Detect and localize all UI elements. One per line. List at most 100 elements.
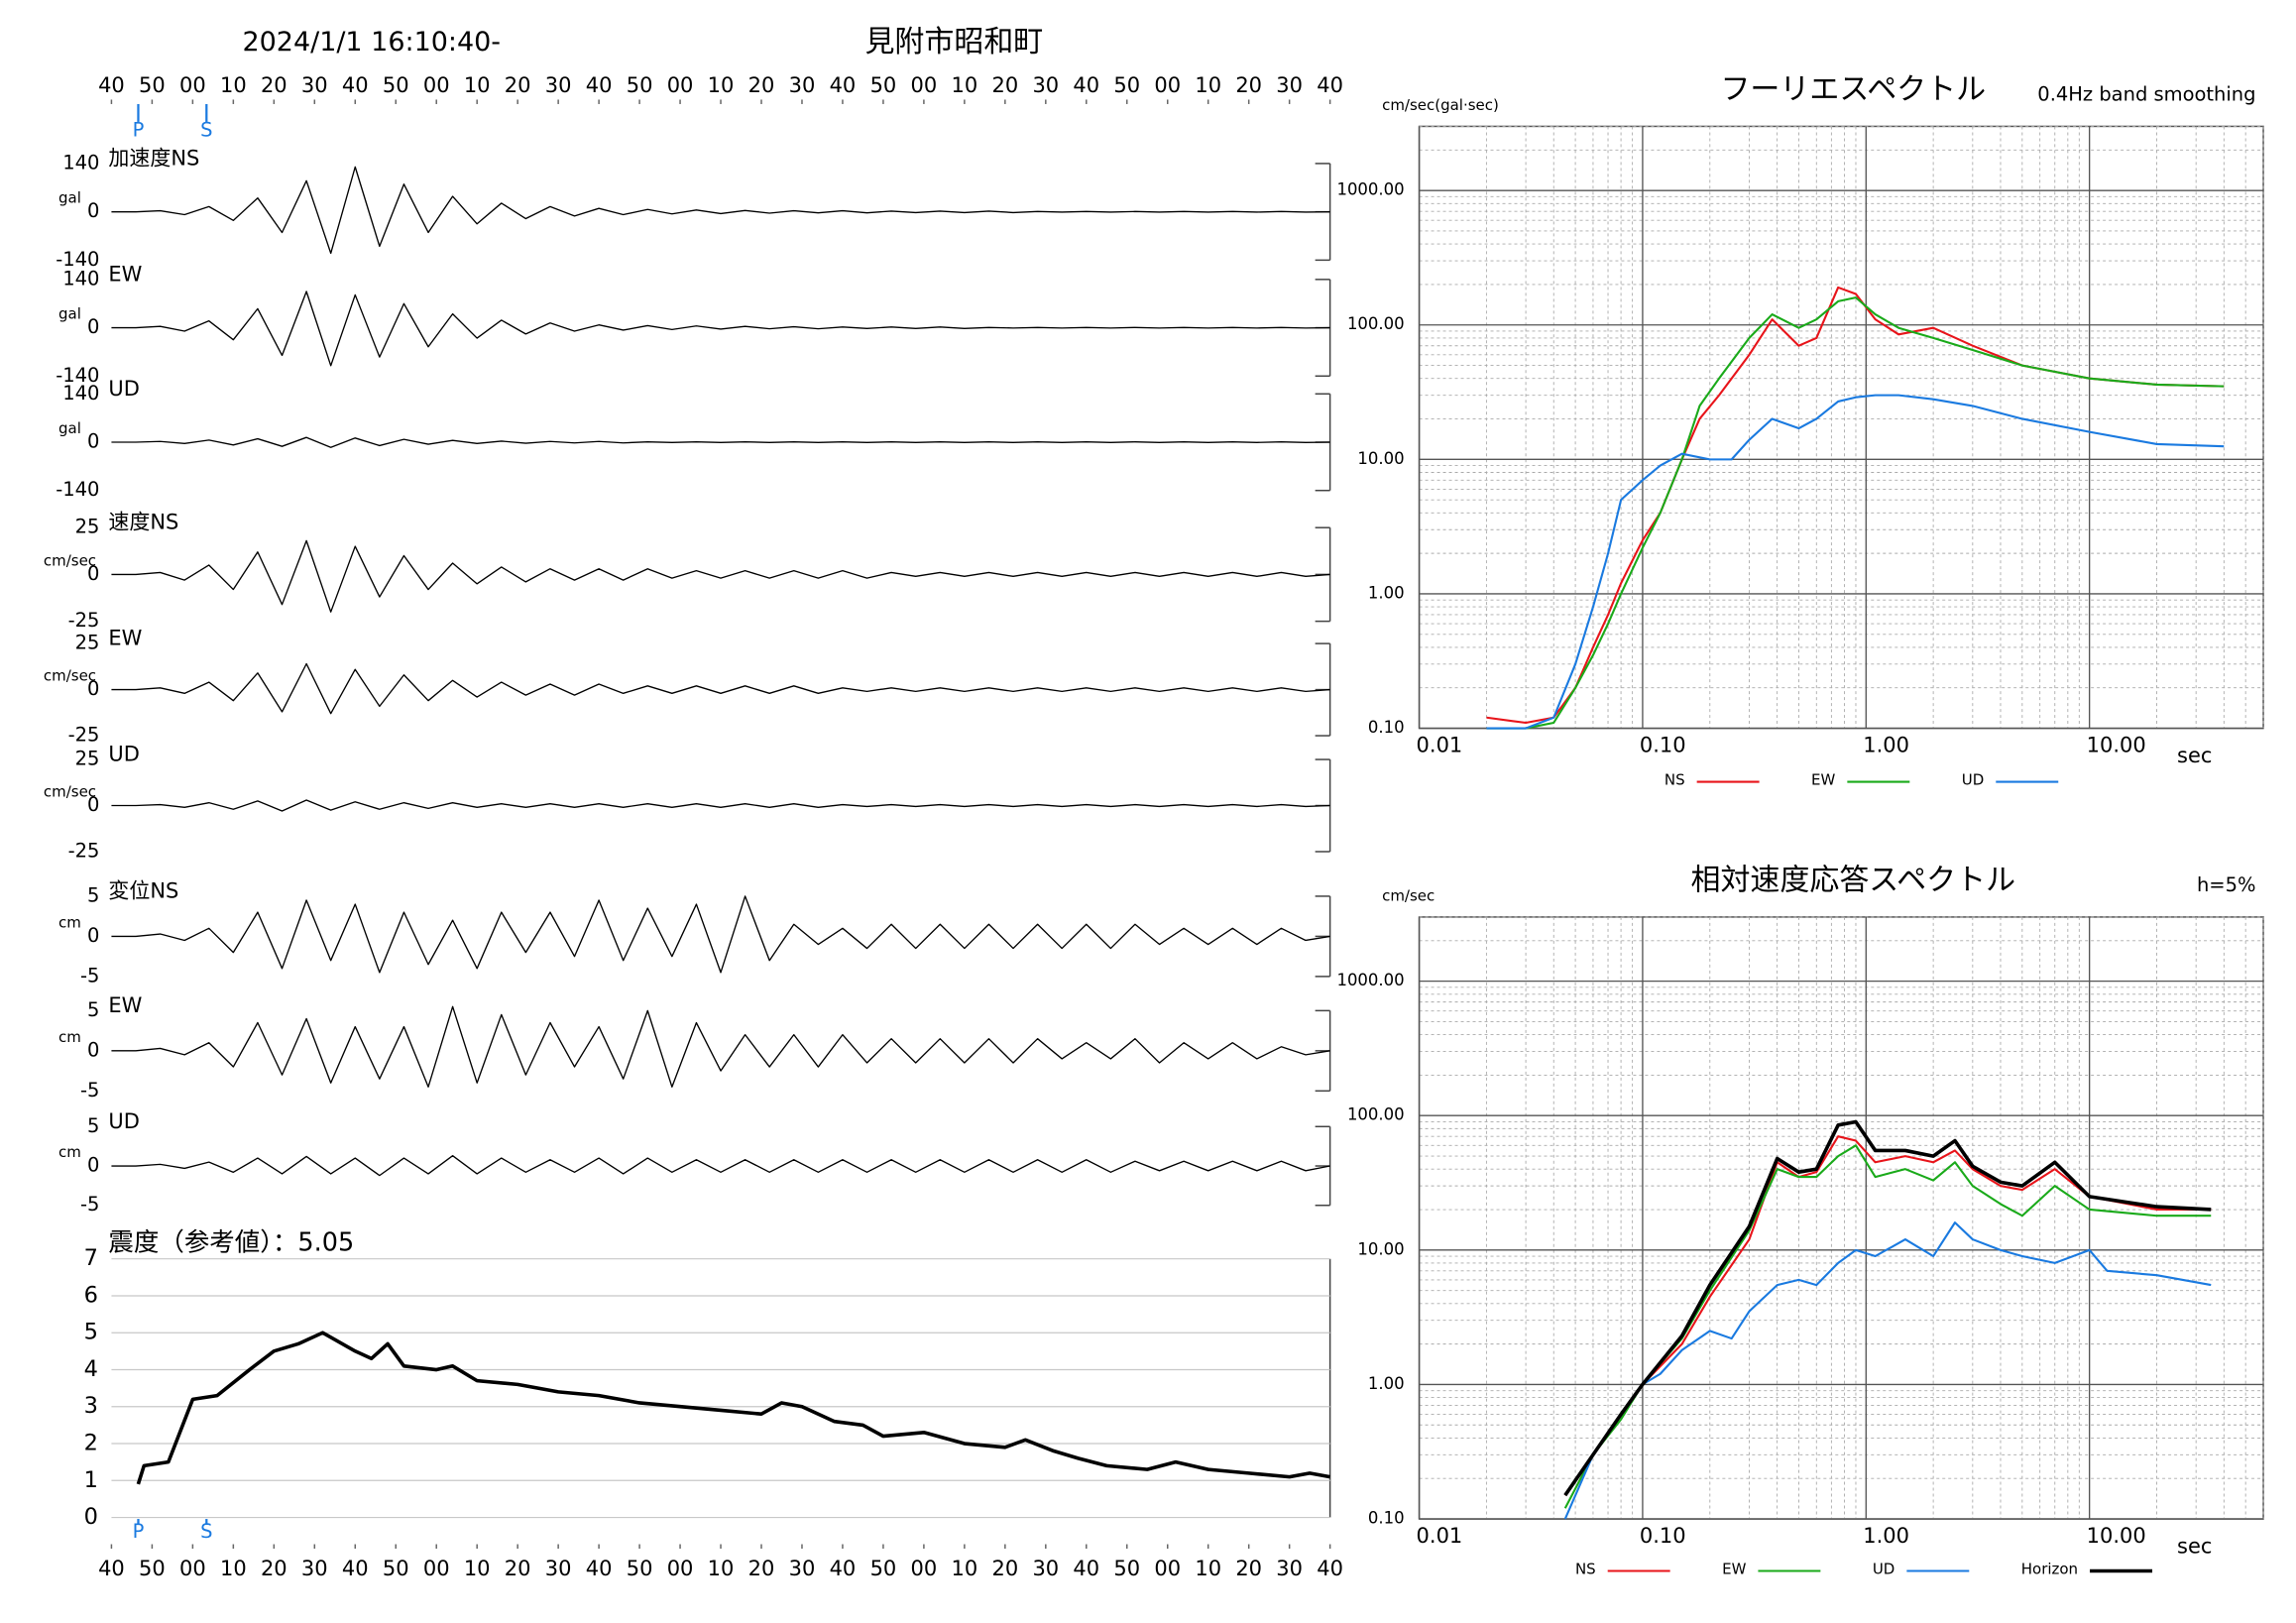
spectrum-line (1486, 394, 2225, 730)
waveform (111, 662, 1330, 715)
unit-label: cm (58, 913, 81, 931)
waveform (111, 1155, 1330, 1177)
time-tick-label: 20 (991, 1557, 1018, 1580)
time-tick-label: 30 (545, 73, 572, 97)
time-tick-label: 10 (1195, 73, 1221, 97)
unit-label: gal (58, 419, 81, 437)
phase-label: S (200, 1520, 212, 1543)
time-tick-label: 10 (708, 1557, 735, 1580)
time-tick-label: 20 (1235, 73, 1262, 97)
phase-label: P (133, 1520, 145, 1543)
panel-label: 速度NS (108, 511, 178, 534)
y-tick-label: 0 (87, 924, 99, 947)
x-axis-label: sec (2177, 1535, 2212, 1559)
y-tick-label: 7 (84, 1245, 98, 1271)
y-tick-label: 3 (84, 1393, 98, 1419)
time-tick-label: 50 (139, 73, 166, 97)
y-tick-label: 0 (87, 429, 99, 452)
y-tick-label: 0 (87, 793, 99, 816)
panel-label: 加速度NS (108, 146, 199, 170)
time-tick-label: 20 (748, 1557, 775, 1580)
time-tick-label: 00 (179, 73, 206, 97)
y-tick-label: 5 (87, 998, 99, 1021)
time-tick-label: 40 (98, 73, 125, 97)
time-tick-label: 50 (139, 1557, 166, 1580)
time-tick-label: 30 (1032, 1557, 1059, 1580)
time-tick-label: 20 (261, 73, 287, 97)
y-tick-label: 2 (84, 1431, 98, 1456)
waveform (111, 1005, 1330, 1088)
time-tick-label: 30 (301, 73, 328, 97)
y-tick-label: -5 (80, 1193, 99, 1216)
y-tick-label: 4 (84, 1356, 98, 1382)
y-tick-label: 100.00 (1347, 1105, 1405, 1124)
time-tick-label: 00 (1154, 73, 1181, 97)
panel-label: 変位NS (108, 878, 178, 902)
time-tick-label: 00 (1154, 1557, 1181, 1580)
legend-label: NS (1575, 1561, 1596, 1578)
panel-label: EW (108, 627, 142, 650)
y-tick-label: 0 (87, 315, 99, 338)
y-tick-label: 1.00 (1368, 1374, 1405, 1393)
waveform (111, 539, 1330, 613)
time-tick-label: 30 (1276, 1557, 1303, 1580)
y-tick-label: -25 (68, 609, 100, 632)
x-tick-label: 0.01 (1417, 1524, 1463, 1548)
time-tick-label: 50 (383, 73, 409, 97)
legend-label: EW (1722, 1561, 1746, 1578)
time-tick-label: 30 (1276, 73, 1303, 97)
y-tick-label: 10.00 (1357, 449, 1404, 468)
x-axis-label: sec (2177, 744, 2212, 767)
time-tick-label: 40 (586, 73, 613, 97)
time-tick-label: 40 (1073, 1557, 1099, 1580)
legend-label: EW (1811, 771, 1835, 789)
time-tick-label: 10 (464, 1557, 491, 1580)
spectrum-line (1563, 1119, 2212, 1497)
y-tick-label: 0.10 (1368, 1509, 1405, 1528)
time-tick-label: 10 (464, 73, 491, 97)
time-tick-label: 40 (1317, 1557, 1343, 1580)
panel-label: EW (108, 993, 142, 1017)
spectrum-line (1486, 296, 2225, 730)
y-tick-label: 6 (84, 1282, 98, 1308)
time-tick-label: 20 (1235, 1557, 1262, 1580)
y-tick-label: -140 (56, 364, 99, 387)
y-tick-label: 140 (62, 382, 99, 405)
y-tick-label: 0 (87, 199, 99, 222)
time-tick-label: 00 (179, 1557, 206, 1580)
unit-label: cm (58, 1028, 81, 1046)
time-tick-label: 50 (627, 73, 653, 97)
time-tick-label: 40 (1073, 73, 1099, 97)
unit-label: gal (58, 305, 81, 323)
y-tick-label: 1 (84, 1467, 98, 1493)
intensity-value: 5.05 (297, 1228, 354, 1258)
legend-label: UD (1873, 1561, 1895, 1578)
y-tick-label: -25 (68, 724, 100, 747)
y-tick-label: -140 (56, 248, 99, 271)
time-tick-label: 50 (870, 73, 897, 97)
time-tick-label: 40 (830, 73, 857, 97)
spectrum-line (1563, 1221, 2212, 1520)
time-tick-label: 20 (261, 1557, 287, 1580)
y-tick-label: 140 (62, 267, 99, 290)
y-tick-label: -25 (68, 839, 100, 862)
y-tick-label: 5 (87, 1114, 99, 1137)
time-tick-label: 00 (911, 1557, 938, 1580)
time-tick-label: 40 (342, 1557, 369, 1580)
panel-label: UD (108, 743, 140, 766)
y-tick-label: 0 (87, 1154, 99, 1177)
time-tick-label: 50 (627, 1557, 653, 1580)
time-tick-label: 30 (1032, 73, 1059, 97)
y-tick-label: 0 (84, 1504, 98, 1530)
panel-label: UD (108, 377, 140, 401)
time-tick-label: 40 (98, 1557, 125, 1580)
y-tick-label: 140 (62, 151, 99, 174)
chart-subtitle: 0.4Hz band smoothing (2037, 82, 2255, 105)
unit-label: cm (58, 1143, 81, 1161)
phase-label: P (133, 118, 145, 141)
intensity-label: 震度（参考値）： (108, 1228, 297, 1258)
location: 見附市昭和町 (864, 25, 1043, 59)
panel-label: UD (108, 1109, 140, 1133)
y-tick-label: 0 (87, 562, 99, 585)
